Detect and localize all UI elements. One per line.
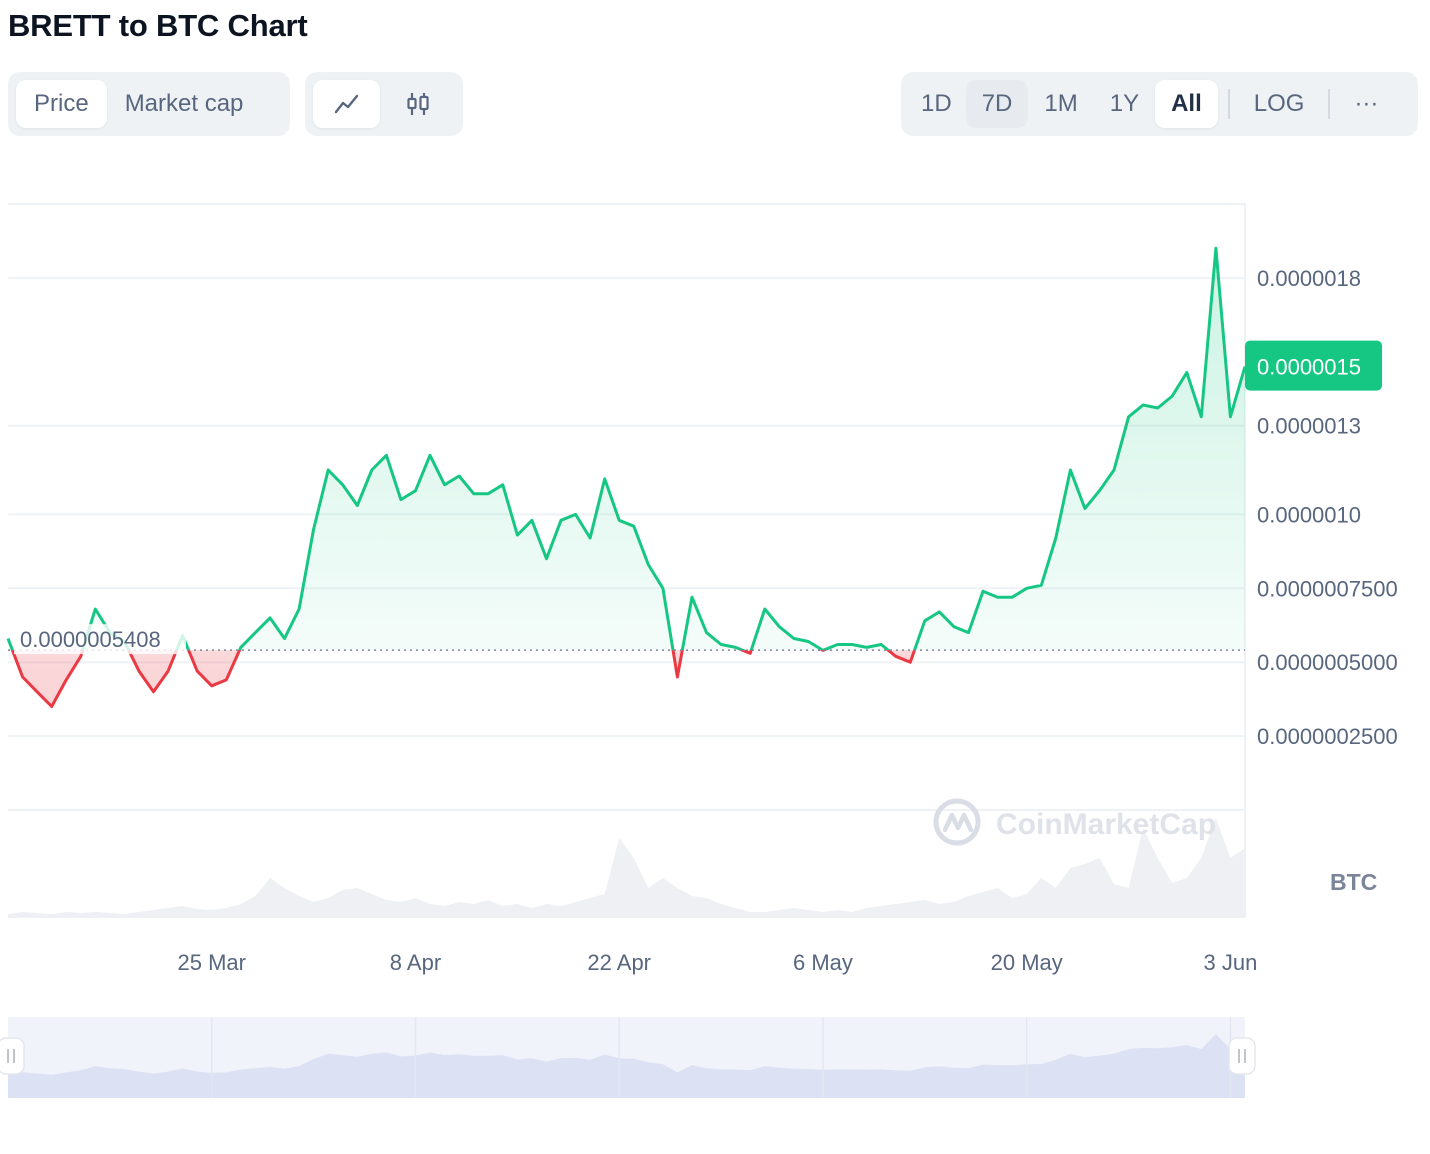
- line-chart-button[interactable]: [313, 80, 381, 128]
- y-tick-label: 0.0000005000: [1257, 650, 1398, 675]
- y-tick-label: 0.0000018: [1257, 266, 1361, 291]
- price-line-down: [10, 650, 917, 708]
- baseline-label: 0.0000005408: [20, 627, 161, 652]
- tab-1y[interactable]: 1Y: [1109, 90, 1140, 117]
- baseline-label-bg: [14, 624, 186, 655]
- watermark: CoinMarketCap: [933, 798, 1216, 846]
- y-axis: 0.0000018 0.0000013 0.0000010 0.0000007500 0…: [1245, 266, 1398, 749]
- metric-tabs: Price Market cap: [8, 72, 290, 136]
- range-navigator[interactable]: [0, 1017, 1256, 1098]
- x-tick-label: 22 Apr: [587, 950, 651, 975]
- tab-7d[interactable]: 7D: [965, 80, 1029, 128]
- tab-1d[interactable]: 1D: [921, 90, 952, 117]
- chart-type-tabs: [305, 72, 463, 136]
- current-price-badge: [1245, 340, 1382, 391]
- x-tick-label: 25 Mar: [177, 950, 245, 975]
- more-options-button[interactable]: ···: [1354, 90, 1379, 117]
- log-toggle[interactable]: LOG: [1253, 90, 1305, 117]
- y-tick-label: 0.0000002500: [1257, 724, 1398, 749]
- handle-body: [1228, 1037, 1256, 1075]
- navigator-handle-right[interactable]: [1228, 1037, 1256, 1075]
- y-tick-label: 0.0000013: [1257, 414, 1361, 439]
- tab-divider: [1328, 89, 1331, 119]
- volume-shape: [8, 818, 1245, 918]
- range-tabs: 1D 7D 1M 1Y All LOG ···: [901, 72, 1418, 136]
- currency-label: BTC: [1330, 869, 1377, 895]
- y-tick-label: 0.0000007500: [1257, 576, 1398, 601]
- candlestick-button[interactable]: [380, 80, 455, 128]
- candlestick-icon: [406, 93, 429, 115]
- y-tick-label: 0.0000010: [1257, 502, 1361, 527]
- x-tick-label: 3 Jun: [1204, 950, 1258, 975]
- price-area-up: [8, 248, 1245, 651]
- tab-1m[interactable]: 1M: [1044, 90, 1078, 117]
- handle-body: [0, 1037, 25, 1075]
- tab-market-cap[interactable]: Market cap: [124, 90, 244, 117]
- tab-price[interactable]: Price: [16, 80, 107, 128]
- watermark-text: CoinMarketCap: [996, 808, 1216, 841]
- coinmarketcap-logo-icon: [933, 798, 981, 846]
- x-tick-label: 20 May: [991, 950, 1063, 975]
- page-title: BRETT to BTC Chart: [8, 8, 308, 43]
- tab-divider: [1227, 89, 1230, 119]
- x-axis: 25 Mar 8 Apr 22 Apr 6 May 20 May 3 Jun: [177, 950, 1257, 975]
- tab-all[interactable]: All: [1155, 80, 1218, 128]
- navigator-handle-left[interactable]: [0, 1037, 25, 1075]
- x-tick-label: 8 Apr: [390, 950, 441, 975]
- price-line-up: [6, 246, 1245, 651]
- volume-area: [8, 818, 1245, 918]
- x-tick-label: 6 May: [793, 950, 853, 975]
- navigator-series: [8, 1034, 1245, 1098]
- current-price-label: 0.0000015: [1257, 355, 1361, 380]
- line-chart-icon: [334, 94, 358, 114]
